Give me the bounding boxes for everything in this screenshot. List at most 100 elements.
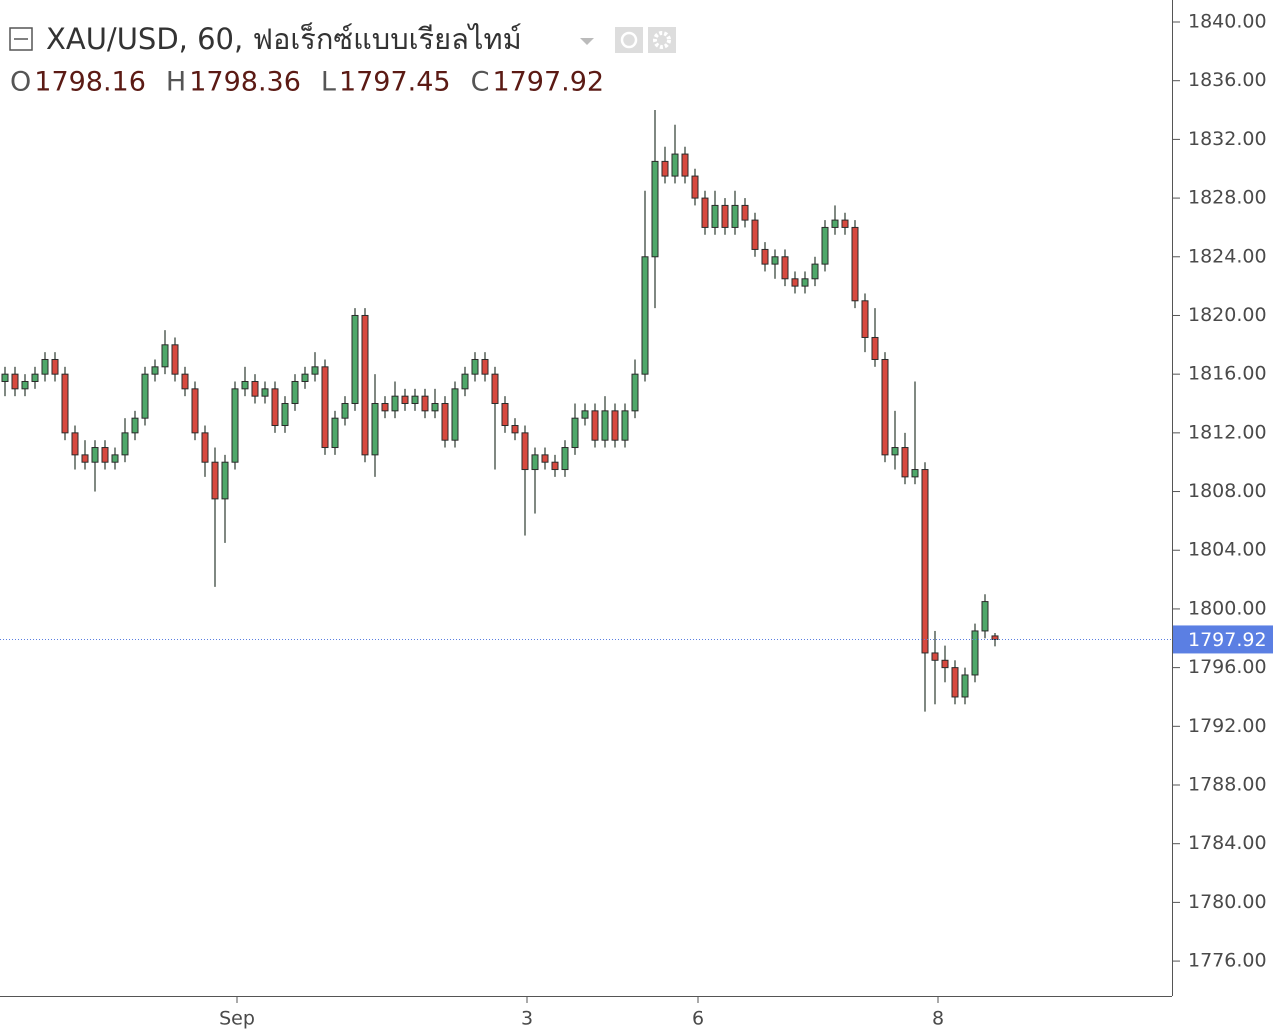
chart-title: XAU/USD, 60, ฟอเร็กซ์แบบเรียลไทม์ bbox=[46, 21, 522, 56]
candle-body bbox=[511, 425, 519, 434]
last-price-label: 1797.92 bbox=[1188, 629, 1267, 651]
ohlc-label: L bbox=[321, 67, 336, 98]
y-tick-label: 1780.00 bbox=[1188, 891, 1267, 913]
candle-body bbox=[241, 380, 249, 390]
candle-body bbox=[291, 380, 299, 405]
candle-body bbox=[591, 410, 599, 441]
candle-body bbox=[581, 410, 589, 419]
candle-body bbox=[881, 358, 889, 456]
x-tick-label: 8 bbox=[932, 1008, 944, 1030]
candle-body bbox=[211, 461, 219, 500]
candle-body bbox=[161, 344, 169, 368]
candle-body bbox=[501, 403, 509, 427]
candle-body bbox=[81, 454, 89, 463]
candle-body bbox=[141, 373, 149, 419]
candle-body bbox=[701, 197, 709, 228]
y-tick-label: 1776.00 bbox=[1188, 950, 1267, 972]
candle-body bbox=[931, 652, 939, 661]
candle-body bbox=[961, 674, 969, 698]
y-tick-label: 1836.00 bbox=[1188, 69, 1267, 91]
settings-icon[interactable] bbox=[648, 27, 676, 53]
candle-body bbox=[281, 403, 289, 427]
candle-body bbox=[651, 160, 659, 258]
candle-body bbox=[481, 358, 489, 375]
y-tick-label: 1840.00 bbox=[1188, 11, 1267, 33]
y-tick-label: 1832.00 bbox=[1188, 128, 1267, 150]
candle-body bbox=[671, 153, 679, 177]
candle-body bbox=[311, 366, 319, 375]
candle-body bbox=[121, 432, 129, 456]
candle-body bbox=[471, 358, 479, 375]
ohlc-header: O 1798.16 H 1798.36 L 1797.45 C 1797.92 bbox=[10, 67, 604, 98]
y-tick-label: 1792.00 bbox=[1188, 715, 1267, 737]
candle-body bbox=[861, 300, 869, 338]
candle-body bbox=[111, 454, 119, 463]
candle-body bbox=[871, 336, 879, 360]
x-tick-label: 3 bbox=[521, 1008, 533, 1030]
candle-body bbox=[921, 469, 929, 654]
candle-body bbox=[641, 256, 649, 375]
candle-body bbox=[901, 447, 909, 478]
candle-body bbox=[811, 263, 819, 280]
candle-body bbox=[351, 314, 359, 405]
candle-body bbox=[681, 153, 689, 177]
candle-body bbox=[611, 410, 619, 441]
collapse-icon[interactable] bbox=[9, 27, 33, 51]
candle-body bbox=[301, 373, 309, 382]
candle-body bbox=[221, 461, 229, 500]
candle-body bbox=[251, 380, 259, 397]
candle-body bbox=[391, 395, 399, 412]
candle-body bbox=[841, 219, 849, 228]
candle-body bbox=[571, 417, 579, 449]
candle-body bbox=[421, 395, 429, 412]
candle-body bbox=[91, 447, 99, 463]
candle-body bbox=[791, 278, 799, 287]
candle-body bbox=[991, 635, 999, 640]
y-tick-label: 1804.00 bbox=[1188, 539, 1267, 561]
candle-body bbox=[411, 395, 419, 405]
ohlc-label: H bbox=[166, 67, 186, 98]
eye-icon-glyph bbox=[620, 31, 638, 49]
y-tick-label: 1828.00 bbox=[1188, 187, 1267, 209]
y-tick-label: 1812.00 bbox=[1188, 421, 1267, 443]
candle-body bbox=[801, 278, 809, 287]
last-price-tag bbox=[1173, 625, 1273, 654]
candle-body bbox=[711, 204, 719, 228]
plot bbox=[0, 110, 1172, 712]
candle-body bbox=[21, 380, 29, 390]
candle-body bbox=[731, 204, 739, 228]
candle-body bbox=[271, 388, 279, 427]
candle-body bbox=[691, 175, 699, 199]
candle-body bbox=[721, 204, 729, 228]
candle-body bbox=[201, 432, 209, 463]
candle-body bbox=[371, 403, 379, 456]
candle-body bbox=[831, 219, 839, 228]
candle-body bbox=[41, 358, 49, 375]
eye-icon[interactable] bbox=[615, 27, 643, 53]
candle-body bbox=[851, 226, 859, 302]
candle-body bbox=[601, 410, 609, 441]
candle-body bbox=[191, 388, 199, 434]
candle-body bbox=[1, 373, 9, 382]
candle-body bbox=[531, 454, 539, 471]
candle-body bbox=[461, 373, 469, 390]
settings-icon-glyph bbox=[653, 31, 671, 49]
x-tick-label: 6 bbox=[692, 1008, 704, 1030]
candle-body bbox=[631, 373, 639, 412]
candle-body bbox=[821, 226, 829, 265]
dropdown-arrow[interactable] bbox=[580, 38, 594, 45]
ohlc-value: 1798.36 bbox=[189, 67, 301, 98]
candle-body bbox=[771, 256, 779, 265]
y-tick-label: 1824.00 bbox=[1188, 245, 1267, 267]
candle-body bbox=[761, 248, 769, 265]
candle-body bbox=[521, 432, 529, 471]
candle-body bbox=[451, 388, 459, 441]
candle-body bbox=[361, 314, 369, 456]
x-tick-label: Sep bbox=[219, 1008, 255, 1030]
ohlc-value: 1797.92 bbox=[492, 67, 604, 98]
candle-body bbox=[131, 417, 139, 434]
y-tick-label: 1800.00 bbox=[1188, 597, 1267, 619]
candle-body bbox=[341, 403, 349, 419]
